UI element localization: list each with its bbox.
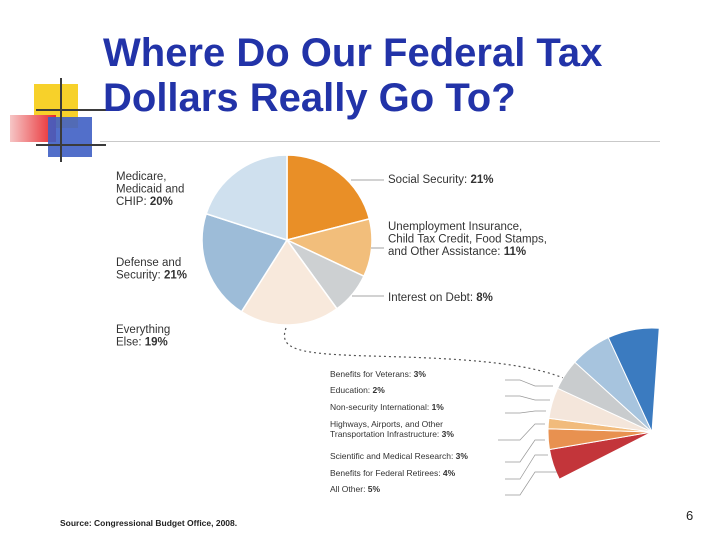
breakdown-label-6: All Other: 5% (330, 484, 381, 494)
slide-title: Where Do Our Federal Tax Dollars Really … (103, 31, 603, 120)
pie-slice-4 (201, 212, 289, 313)
deco-vertical-line (60, 78, 62, 162)
breakdown-leader-0 (505, 379, 553, 387)
pie-label-4: Defense and Security: 21% (116, 257, 187, 282)
deco-horizontal-line-top (36, 109, 106, 111)
deco-horizontal-line-bottom (36, 144, 106, 146)
source-citation: Source: Congressional Budget Office, 200… (60, 518, 238, 528)
breakdown-label-0: Benefits for Veterans: 3% (330, 369, 426, 379)
breakdown-leader-3 (498, 423, 545, 441)
pie-slice-0 (286, 154, 371, 241)
breakdown-leader-5 (505, 454, 548, 480)
breakdown-label-1: Education: 2% (330, 385, 385, 395)
pie-slice-5 (205, 154, 288, 242)
pie-label-1: Unemployment Insurance, Child Tax Credit,… (388, 221, 547, 258)
fan-slice-6 (607, 327, 660, 433)
dotted-connector (283, 327, 573, 383)
pie-slice-3 (240, 238, 339, 326)
breakdown-label-4: Scientific and Medical Research: 3% (330, 451, 468, 461)
breakdown-label-2: Non-security International: 1% (330, 402, 444, 412)
pie-label-0: Social Security: 21% (388, 174, 493, 186)
page-number: 6 (686, 508, 694, 523)
blue-deco-square (48, 117, 92, 157)
pie-label-3: Everything Else: 19% (116, 324, 170, 349)
pie-label-5: Medicare, Medicaid and CHIP: 20% (116, 171, 184, 208)
breakdown-leader-1 (505, 395, 550, 401)
pie-label-2: Interest on Debt: 8% (388, 292, 493, 304)
breakdown-leader-4 (505, 439, 545, 463)
breakdown-leader-2 (505, 410, 546, 414)
breakdown-label-3: Highways, Airports, and Other Transportat… (330, 419, 454, 439)
breakdown-label-5: Benefits for Federal Retirees: 4% (330, 468, 456, 478)
title-underline (100, 141, 660, 142)
breakdown-leader-6 (505, 471, 557, 496)
